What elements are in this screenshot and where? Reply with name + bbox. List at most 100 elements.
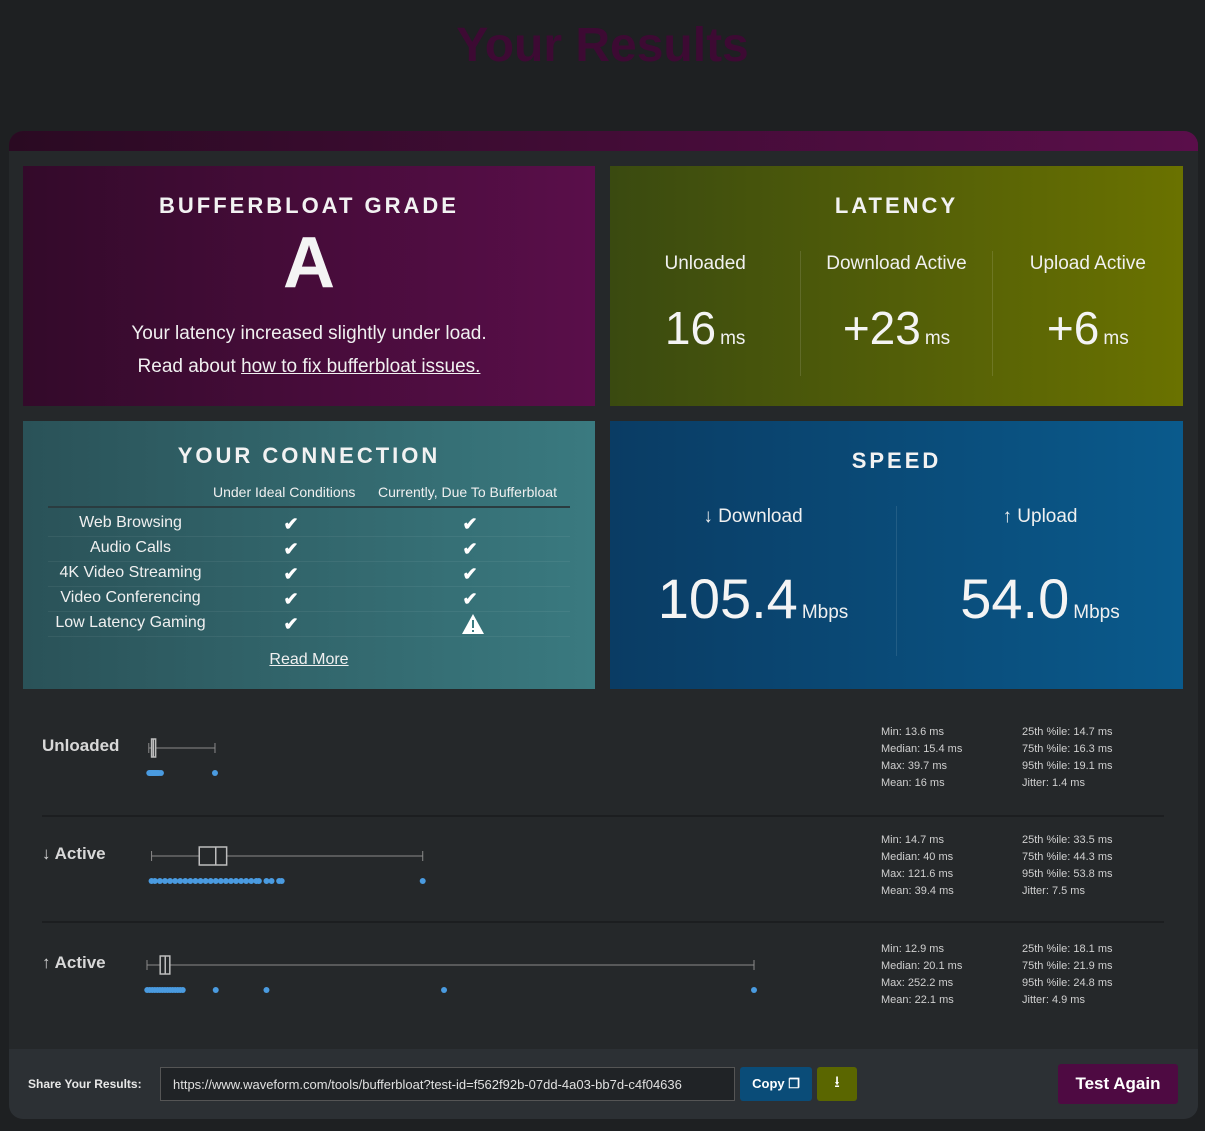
stat-item: Median: 40 ms	[881, 851, 954, 863]
sample-point	[238, 878, 245, 884]
download-button[interactable]: ⭳	[817, 1067, 857, 1101]
grade-line-1: Your latency increased slightly under lo…	[131, 323, 487, 344]
latency-distribution-row: Unloaded Min: 13.6 ms Median: 15.4 ms Max: …	[9, 726, 1198, 816]
latency-unit: ms	[924, 328, 951, 349]
sample-point	[263, 987, 270, 993]
check-icon: ✔	[283, 614, 299, 634]
speed-card: SPEED ↓ Download 105.4 Mbps ↑ Upload 54.0…	[610, 421, 1183, 689]
stat-item: Median: 15.4 ms	[881, 743, 963, 755]
stat-item: Mean: 39.4 ms	[881, 885, 954, 897]
row-divider	[42, 921, 1164, 923]
latency-boxplot	[144, 955, 757, 993]
sample-point	[162, 878, 169, 884]
col-current-header: Currently, Due To Bufferbloat	[378, 484, 557, 500]
stats-left: Min: 12.9 ms Median: 20.1 ms Max: 252.2 ms…	[881, 941, 962, 1009]
stat-item: Jitter: 1.4 ms	[1022, 777, 1085, 789]
latency-download-value: +23	[842, 302, 921, 354]
sample-point	[156, 878, 163, 884]
latency-row-label: ↑ Active	[42, 953, 106, 972]
connection-row-name: Low Latency Gaming	[55, 614, 206, 631]
latency-download-label: Download Active	[826, 253, 967, 274]
grade-description: Your latency increased slightly under lo…	[23, 317, 595, 383]
download-icon: ⭳	[834, 1073, 840, 1091]
share-label: Share Your Results:	[28, 1077, 142, 1091]
copy-button[interactable]: Copy ❐	[740, 1067, 812, 1101]
latency-card: LATENCY Unloaded 16 ms Download Active +2…	[610, 166, 1183, 406]
latency-upload-value: +6	[1046, 302, 1100, 354]
stat-item: Mean: 22.1 ms	[881, 994, 954, 1006]
check-icon: ✔	[283, 589, 299, 609]
sample-point	[441, 987, 448, 993]
latency-row-label: ↓ Active	[42, 844, 106, 863]
connection-divider	[48, 506, 570, 508]
sample-point	[192, 878, 199, 884]
connection-row: 4K Video Streaming ✔ ✔	[48, 561, 570, 587]
connection-card: YOUR CONNECTION Under Ideal Conditions C…	[23, 421, 595, 689]
sample-point	[151, 878, 158, 884]
sample-point	[202, 878, 209, 884]
grade-line-2-prefix: Read about	[137, 356, 242, 377]
sample-point	[197, 878, 204, 884]
fix-bufferbloat-link[interactable]: how to fix bufferbloat issues.	[241, 356, 481, 377]
latency-download-active: Download Active +23 ms	[800, 251, 991, 376]
latency-row-label: Unloaded	[42, 736, 120, 755]
sample-point	[207, 878, 214, 884]
test-again-button[interactable]: Test Again	[1058, 1064, 1178, 1104]
stats-left: Min: 14.7 ms Median: 40 ms Max: 121.6 ms Me…	[881, 832, 954, 900]
sample-point	[233, 878, 240, 884]
latency-unloaded-label: Unloaded	[664, 253, 746, 274]
stat-item: Max: 39.7 ms	[881, 760, 948, 772]
stat-item: Mean: 16 ms	[881, 777, 945, 789]
sample-point	[222, 878, 229, 884]
read-more-link[interactable]: Read More	[269, 651, 349, 668]
results-panel: BUFFERBLOAT GRADE A Your latency increas…	[9, 131, 1198, 1119]
connection-title: YOUR CONNECTION	[177, 443, 441, 468]
connection-row: Video Conferencing ✔ ✔	[48, 586, 570, 612]
panel-header-bar	[9, 131, 1198, 151]
page-title: Your Results	[456, 19, 749, 72]
connection-row-name: 4K Video Streaming	[59, 564, 202, 581]
row-divider	[42, 815, 1164, 817]
check-icon: ✔	[462, 564, 478, 584]
latency-title: LATENCY	[834, 193, 959, 218]
download-label: ↓ Download	[703, 506, 803, 527]
download-value: 105.4	[657, 567, 798, 630]
share-bar: Share Your Results: Copy ❐ ⭳ Test Again	[9, 1049, 1198, 1119]
stat-item: Max: 121.6 ms	[881, 868, 954, 880]
latency-distribution-row: ↓ Active Min: 14.7 ms Median: 40 ms Max: 12…	[9, 834, 1198, 924]
stat-item: Min: 13.6 ms	[881, 726, 944, 738]
stats-right: 25th %ile: 14.7 ms 75th %ile: 16.3 ms 95th…	[1022, 724, 1113, 792]
speed-unit: Mbps	[801, 602, 849, 623]
stats-right: 25th %ile: 33.5 ms 75th %ile: 44.3 ms 95th…	[1022, 832, 1113, 900]
sample-point	[255, 878, 262, 884]
stat-item: Min: 12.9 ms	[881, 943, 944, 955]
stat-item: 95th %ile: 24.8 ms	[1022, 977, 1113, 989]
iqr-box	[198, 846, 228, 866]
latency-upload-label: Upload Active	[1029, 253, 1146, 274]
sample-point	[212, 878, 219, 884]
connection-row-name: Video Conferencing	[60, 589, 201, 606]
sample-point	[227, 878, 234, 884]
sample-point	[263, 878, 270, 884]
stat-item: 95th %ile: 19.1 ms	[1022, 760, 1113, 772]
stats-right: 25th %ile: 18.1 ms 75th %ile: 21.9 ms 95th…	[1022, 941, 1113, 1009]
connection-row-name: Audio Calls	[90, 539, 171, 556]
latency-unit: ms	[720, 328, 746, 349]
sample-point	[751, 987, 757, 993]
share-url-input[interactable]	[160, 1067, 735, 1101]
speed-unit: Mbps	[1073, 602, 1120, 623]
sample-point	[167, 878, 174, 884]
latency-boxplot	[146, 738, 218, 776]
copy-icon: ❐	[788, 1076, 800, 1091]
grade-title: BUFFERBLOAT GRADE	[159, 193, 459, 218]
bufferbloat-grade-card: BUFFERBLOAT GRADE A Your latency increas…	[23, 166, 595, 406]
check-icon: ✔	[283, 564, 299, 584]
sample-point	[268, 878, 275, 884]
grade-line-2: Read about how to fix bufferbloat issues…	[23, 350, 595, 383]
col-ideal-header: Under Ideal Conditions	[213, 484, 356, 500]
copy-label: Copy	[752, 1076, 785, 1091]
connection-row: Web Browsing ✔ ✔	[48, 511, 570, 537]
sample-point	[419, 878, 426, 884]
stat-item: Min: 14.7 ms	[881, 834, 944, 846]
connection-row: Low Latency Gaming ✔	[48, 611, 570, 637]
